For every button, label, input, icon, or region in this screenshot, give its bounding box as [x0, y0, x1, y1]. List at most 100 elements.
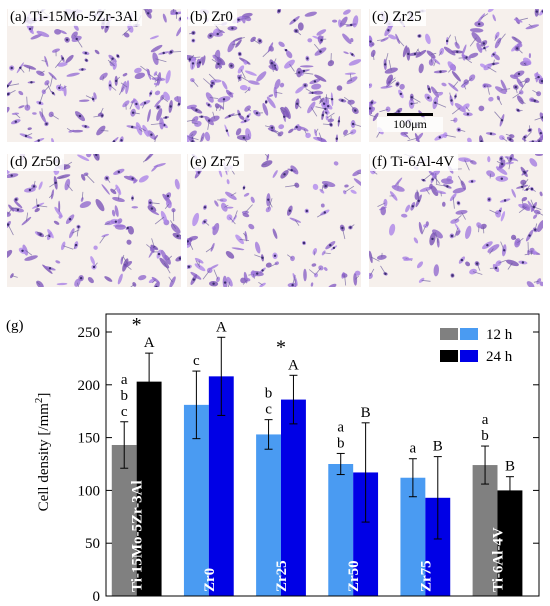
cell	[478, 105, 485, 112]
cell-process	[151, 238, 155, 248]
cell	[429, 183, 433, 189]
cell-nucleus	[150, 207, 154, 210]
cell-nucleus	[195, 109, 198, 112]
cell-process	[148, 73, 157, 80]
cell	[311, 263, 317, 267]
cell-process	[434, 176, 441, 184]
cell-process	[450, 119, 456, 121]
legend-swatch-ref	[440, 328, 458, 340]
cell-process	[285, 184, 297, 188]
cell-nucleus	[503, 199, 507, 202]
cell	[165, 70, 171, 84]
error-bar-12h	[264, 419, 273, 450]
cell-nucleus	[157, 252, 161, 256]
cell-nucleus	[207, 103, 210, 107]
cell-nucleus	[384, 272, 387, 275]
cell-nucleus	[256, 272, 259, 275]
cell	[214, 200, 219, 207]
cell-process	[316, 212, 326, 218]
panel-label-a: (a) Ti-15Mo-5Zr-3Al	[8, 9, 142, 26]
cell	[221, 80, 228, 90]
cell	[353, 178, 361, 188]
cell	[278, 124, 285, 130]
cell-nucleus	[135, 102, 138, 106]
y-tick-label: 50	[85, 536, 100, 552]
cell	[245, 128, 252, 140]
cell-process	[279, 107, 286, 113]
micrograph-panel-b: (b) Zr0	[187, 9, 361, 142]
cell	[418, 221, 423, 235]
cell-process	[150, 123, 162, 125]
cell-process	[254, 254, 263, 259]
cell	[304, 11, 317, 17]
cell-nucleus	[16, 208, 20, 212]
cell-process	[342, 227, 346, 240]
cell-nucleus	[48, 267, 52, 270]
cell-nucleus	[197, 171, 200, 174]
cell	[400, 131, 409, 135]
cell-nucleus	[541, 10, 543, 13]
cell-process	[435, 173, 438, 185]
cell-process	[469, 37, 477, 47]
significance-star: *	[276, 336, 286, 358]
cell-nucleus	[329, 244, 332, 247]
cell-process	[452, 197, 455, 209]
cell-nucleus	[238, 113, 241, 116]
cell	[212, 54, 216, 59]
cell-process	[372, 170, 378, 175]
cell	[487, 156, 491, 163]
cell-process	[36, 198, 38, 211]
letter-24h: B	[361, 405, 371, 421]
cell-process	[461, 212, 466, 220]
cell	[342, 33, 352, 45]
cell	[162, 13, 167, 23]
cell-process	[438, 51, 443, 56]
cell	[431, 56, 441, 65]
cell	[452, 187, 466, 194]
cell	[336, 85, 343, 91]
cell-process	[321, 185, 324, 192]
cell-process	[43, 85, 50, 93]
cell-nucleus	[488, 198, 491, 201]
cell-nucleus	[351, 122, 355, 126]
letter-12h: b	[120, 388, 128, 404]
cell	[149, 35, 159, 40]
cell-process	[99, 107, 104, 115]
cell	[284, 106, 291, 120]
cell-nucleus	[329, 123, 333, 126]
cell	[292, 272, 298, 285]
cell-nucleus	[176, 234, 179, 238]
cell-process	[276, 130, 281, 135]
cell-process	[7, 224, 14, 236]
cell-process	[489, 248, 494, 255]
cell-nucleus	[120, 139, 123, 142]
cell	[114, 205, 119, 217]
cell-nucleus	[370, 101, 373, 104]
cell-process	[150, 202, 160, 205]
cell	[53, 220, 60, 225]
cell-process	[122, 256, 129, 265]
cell-nucleus	[169, 50, 173, 54]
cell	[244, 277, 251, 282]
cell-process	[513, 36, 517, 41]
cell-nucleus	[28, 27, 32, 31]
cell-nucleus	[465, 56, 468, 59]
cell-nucleus	[501, 162, 504, 166]
cell	[505, 161, 514, 165]
cell	[176, 26, 181, 37]
cell	[529, 158, 538, 167]
cell-nucleus	[143, 101, 147, 105]
cell-nucleus	[446, 39, 449, 43]
cell-nucleus	[350, 23, 353, 27]
cell	[266, 154, 270, 161]
cell	[480, 223, 487, 230]
cell-nucleus	[210, 84, 213, 88]
cell	[147, 9, 153, 13]
cell	[57, 62, 68, 67]
cell	[153, 71, 158, 76]
cell-nucleus	[319, 50, 322, 53]
cell-process	[343, 131, 354, 137]
cell	[495, 166, 508, 175]
cell-nucleus	[7, 92, 10, 96]
cell-process	[370, 256, 380, 262]
